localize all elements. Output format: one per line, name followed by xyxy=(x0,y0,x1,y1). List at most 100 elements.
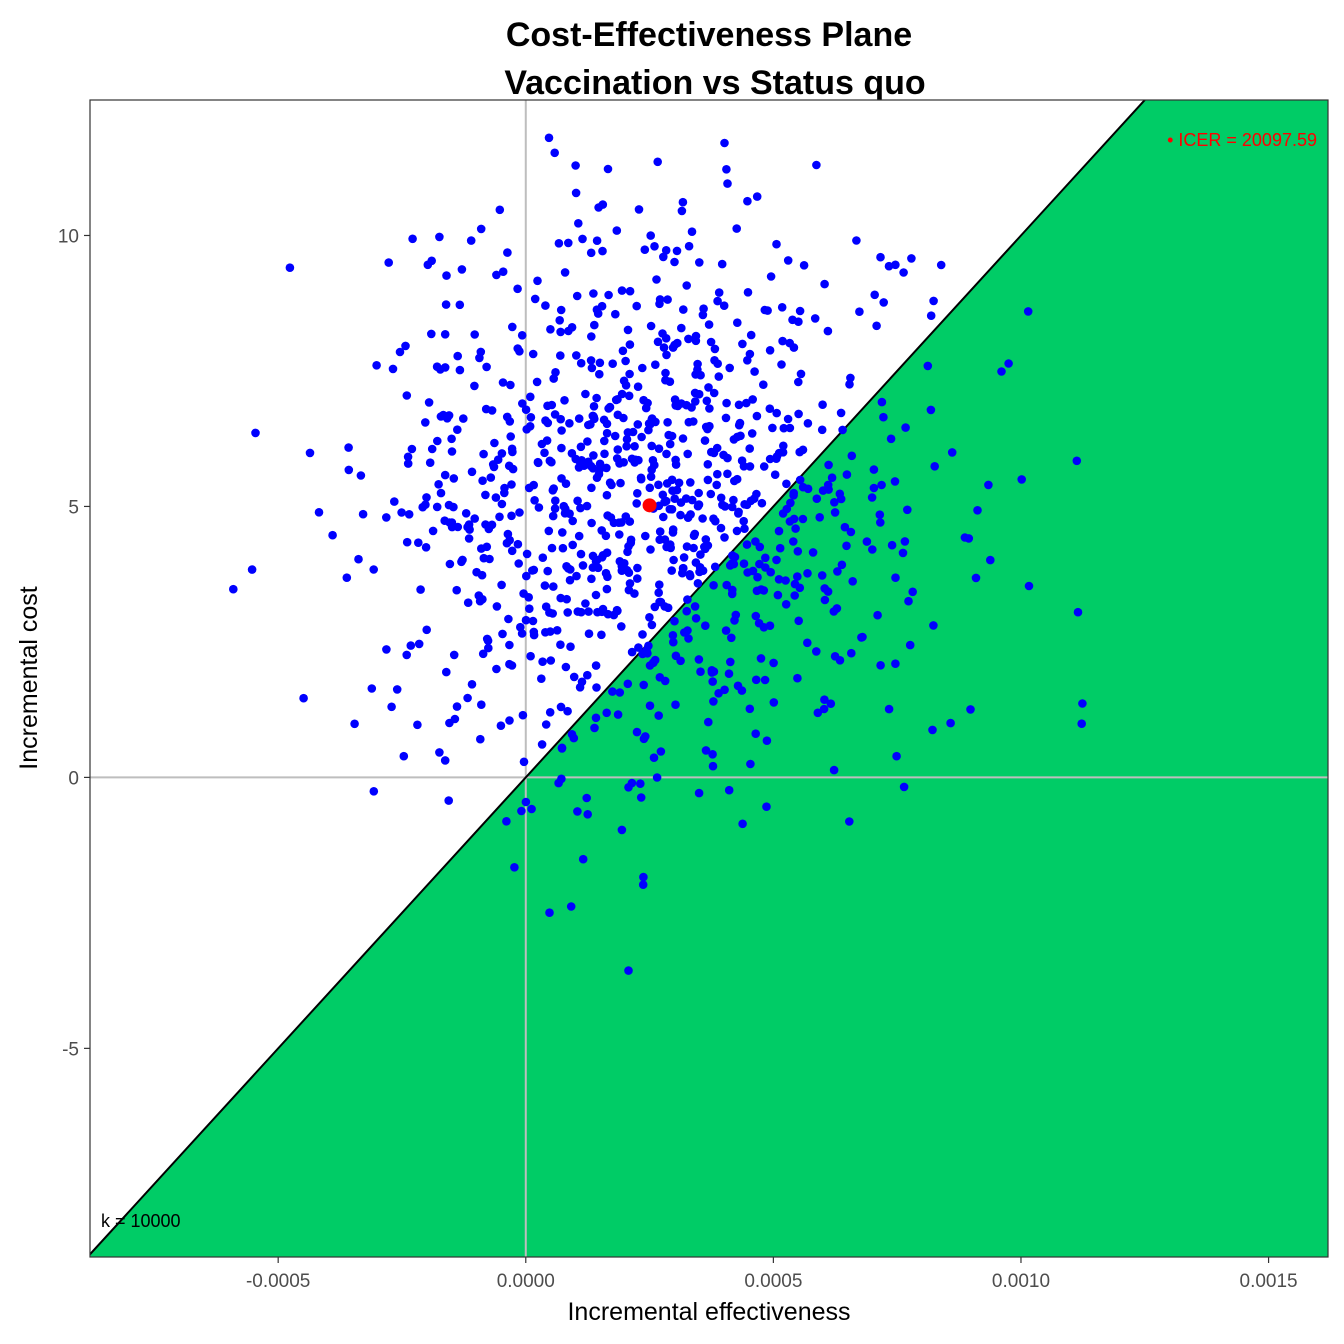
simulation-point xyxy=(846,527,856,537)
simulation-point xyxy=(745,444,754,453)
simulation-point xyxy=(772,454,781,464)
simulation-point xyxy=(407,444,417,454)
simulation-point xyxy=(449,650,459,660)
simulation-point xyxy=(633,574,642,583)
simulation-point xyxy=(785,423,795,433)
simulation-point xyxy=(458,555,467,565)
simulation-point xyxy=(813,708,823,718)
x-tick-label: 0.0005 xyxy=(744,1271,802,1292)
simulation-point xyxy=(636,474,646,484)
simulation-point xyxy=(498,267,508,277)
simulation-point xyxy=(638,363,647,373)
simulation-point xyxy=(470,330,480,339)
simulation-point xyxy=(440,516,450,525)
simulation-point xyxy=(560,268,570,277)
simulation-point xyxy=(587,332,596,341)
simulation-point xyxy=(835,489,845,499)
simulation-point xyxy=(721,626,731,635)
simulation-point xyxy=(710,562,720,572)
simulation-point xyxy=(625,340,635,349)
simulation-point xyxy=(422,493,431,502)
simulation-point xyxy=(540,448,549,458)
simulation-point xyxy=(873,610,882,620)
simulation-point xyxy=(875,510,885,519)
simulation-point xyxy=(565,509,574,518)
simulation-point xyxy=(766,567,775,577)
simulation-point xyxy=(717,259,727,269)
simulation-point xyxy=(556,702,566,712)
simulation-point xyxy=(877,397,887,407)
simulation-point xyxy=(633,382,643,392)
simulation-point xyxy=(540,581,550,590)
simulation-point xyxy=(773,590,783,600)
simulation-point xyxy=(745,704,755,714)
simulation-point xyxy=(568,540,577,550)
simulation-point xyxy=(681,494,691,503)
simulation-point xyxy=(662,449,671,459)
simulation-point xyxy=(700,544,710,554)
simulation-point xyxy=(647,415,657,424)
simulation-point xyxy=(526,413,536,422)
simulation-point xyxy=(434,480,443,489)
simulation-point xyxy=(720,533,729,542)
simulation-point xyxy=(602,419,612,429)
simulation-point xyxy=(898,548,908,558)
simulation-point xyxy=(556,593,565,603)
simulation-point xyxy=(832,604,842,613)
simulation-point xyxy=(711,516,720,526)
simulation-point xyxy=(794,409,803,419)
simulation-point xyxy=(739,559,749,568)
simulation-point xyxy=(678,434,688,443)
simulation-point xyxy=(526,651,535,661)
simulation-point xyxy=(492,270,501,280)
simulation-point xyxy=(624,568,634,577)
simulation-point xyxy=(682,281,691,290)
simulation-point xyxy=(673,338,682,348)
simulation-point xyxy=(665,439,675,449)
simulation-point xyxy=(720,138,729,148)
simulation-point xyxy=(660,676,670,686)
simulation-point xyxy=(439,410,448,420)
simulation-point xyxy=(476,224,486,234)
simulation-point xyxy=(582,501,592,511)
simulation-point xyxy=(677,206,687,216)
simulation-point xyxy=(497,499,507,509)
simulation-point xyxy=(936,260,946,270)
simulation-point xyxy=(500,483,509,493)
simulation-point xyxy=(516,622,525,632)
simulation-point xyxy=(867,493,877,502)
simulation-point xyxy=(671,700,680,709)
simulation-point xyxy=(676,656,685,666)
simulation-point xyxy=(655,597,664,607)
simulation-point xyxy=(729,559,739,569)
simulation-point xyxy=(757,498,767,508)
simulation-point xyxy=(654,711,663,720)
simulation-point xyxy=(578,854,588,864)
simulation-point xyxy=(567,730,577,739)
simulation-point xyxy=(694,655,704,664)
simulation-point xyxy=(556,414,565,424)
simulation-point xyxy=(900,537,910,546)
simulation-point xyxy=(354,554,363,564)
simulation-point xyxy=(700,436,710,445)
simulation-point xyxy=(762,736,772,745)
simulation-point xyxy=(545,456,555,466)
simulation-point xyxy=(617,286,627,295)
simulation-point xyxy=(607,480,616,490)
simulation-point xyxy=(633,420,643,429)
simulation-point xyxy=(619,413,628,423)
simulation-point xyxy=(544,526,554,536)
simulation-point xyxy=(730,552,740,562)
simulation-point xyxy=(574,463,584,472)
simulation-point xyxy=(736,431,745,441)
simulation-point xyxy=(696,667,705,676)
simulation-point xyxy=(751,675,761,685)
simulation-point xyxy=(633,563,642,573)
simulation-point xyxy=(388,364,398,374)
simulation-point xyxy=(904,596,913,606)
simulation-point xyxy=(498,378,508,387)
simulation-point xyxy=(464,520,474,529)
simulation-point xyxy=(595,459,605,469)
simulation-point xyxy=(701,621,710,630)
simulation-point xyxy=(668,631,678,640)
